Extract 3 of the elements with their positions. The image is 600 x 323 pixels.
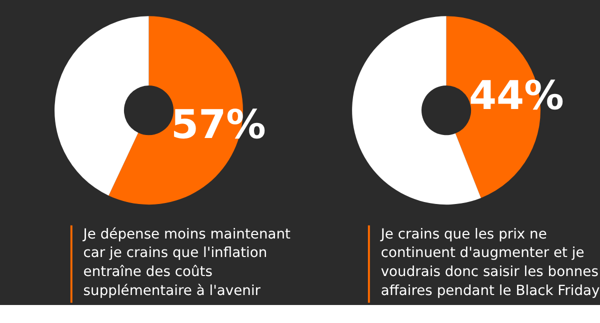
- text: Je dépense moins maintenant car je crains que l'inflation entraîne des coûts supplémentaire à l'avenir: [82, 226, 292, 299]
- text: Je crains que les prix ne continuent d'augmenter et je voudrais donc saisir les bonnes affaires pendant le Black Friday: [380, 226, 600, 299]
- donut-slice: [54, 16, 149, 196]
